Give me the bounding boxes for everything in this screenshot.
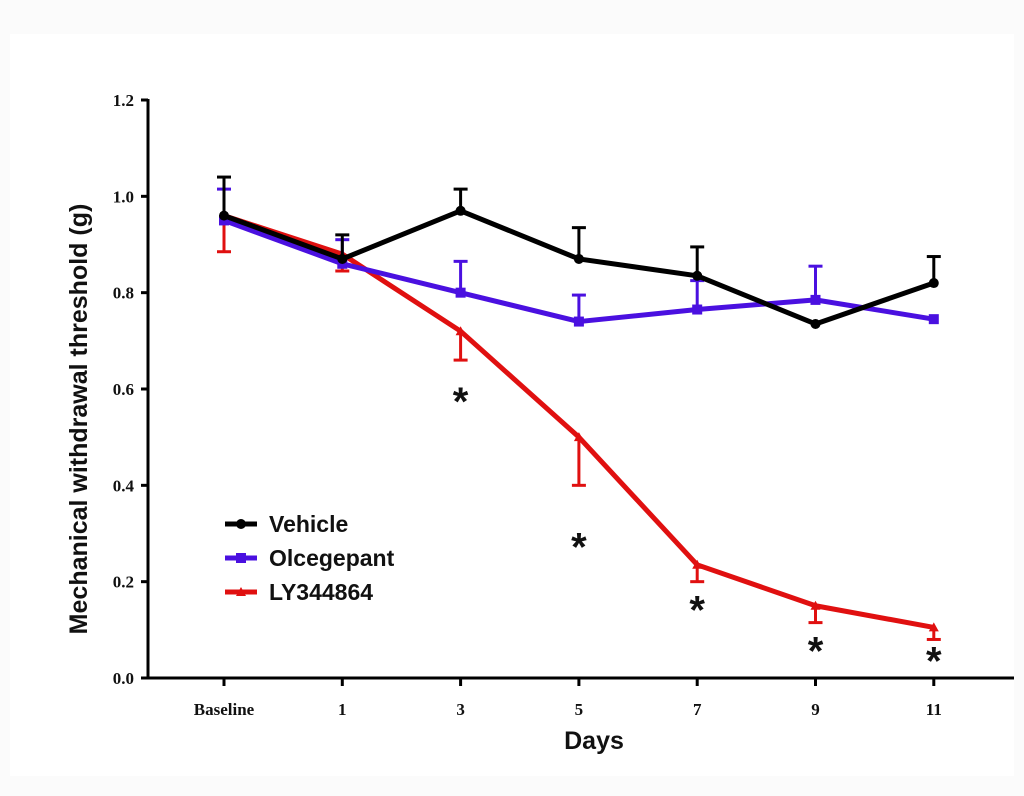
x-tick-label: 5 xyxy=(575,700,584,719)
series-vehicle xyxy=(217,175,941,329)
y-tick-label: 0.2 xyxy=(113,573,134,592)
x-tick-label: Baseline xyxy=(194,700,255,719)
chart-panel xyxy=(10,34,1014,776)
x-ticks: Baseline 1 3 5 7 9 11 xyxy=(194,678,942,719)
data-point xyxy=(455,205,466,216)
data-point xyxy=(573,316,584,327)
data-point xyxy=(928,622,939,632)
data-point xyxy=(692,270,703,281)
data-point xyxy=(455,287,466,298)
significance-asterisk: * xyxy=(926,639,942,683)
data-point xyxy=(337,253,348,264)
legend-marker xyxy=(236,553,246,563)
legend-label: Vehicle xyxy=(269,511,348,537)
significance-annotations: * * * * * xyxy=(453,380,942,683)
legend-label: LY344864 xyxy=(269,579,373,605)
y-tick-label: 0.0 xyxy=(113,669,134,688)
data-point xyxy=(573,253,584,264)
data-point xyxy=(692,304,703,315)
legend-item-olcegepant: Olcegepant xyxy=(225,545,395,571)
y-axis-title: Mechanical withdrawal threshold (g) xyxy=(65,204,93,635)
y-ticks: 0.0 0.2 0.4 0.6 0.8 1.0 1.2 xyxy=(113,91,148,688)
series-layer xyxy=(217,175,941,641)
data-point xyxy=(219,210,229,221)
data-point xyxy=(573,432,584,442)
x-axis-title: Days xyxy=(564,727,624,755)
y-tick-label: 1.0 xyxy=(113,187,134,206)
x-tick-label: 3 xyxy=(456,700,465,719)
data-point xyxy=(692,559,703,569)
data-point xyxy=(810,294,821,305)
data-point xyxy=(810,600,821,610)
legend-item-vehicle: Vehicle xyxy=(225,511,348,537)
x-tick-label: 7 xyxy=(693,700,702,719)
data-point xyxy=(928,278,939,289)
legend-marker xyxy=(236,587,246,596)
y-tick-label: 1.2 xyxy=(113,91,134,110)
x-tick-label: 9 xyxy=(811,700,820,719)
x-tick-label: 1 xyxy=(338,700,347,719)
y-tick-label: 0.4 xyxy=(113,476,135,495)
significance-asterisk: * xyxy=(808,630,824,674)
legend-label: Olcegepant xyxy=(269,545,395,571)
legend-item-ly344864: LY344864 xyxy=(225,579,373,605)
legend-marker xyxy=(236,519,246,529)
significance-asterisk: * xyxy=(689,589,705,633)
significance-asterisk: * xyxy=(571,525,587,569)
data-point xyxy=(455,326,466,336)
series-ly344864 xyxy=(217,210,941,641)
legend: Vehicle Olcegepant LY344864 xyxy=(225,511,395,605)
x-tick-label: 11 xyxy=(926,700,942,719)
significance-asterisk: * xyxy=(453,380,469,424)
y-tick-label: 0.8 xyxy=(113,284,134,303)
data-point xyxy=(928,314,939,325)
data-point xyxy=(810,318,821,329)
y-tick-label: 0.6 xyxy=(113,380,134,399)
